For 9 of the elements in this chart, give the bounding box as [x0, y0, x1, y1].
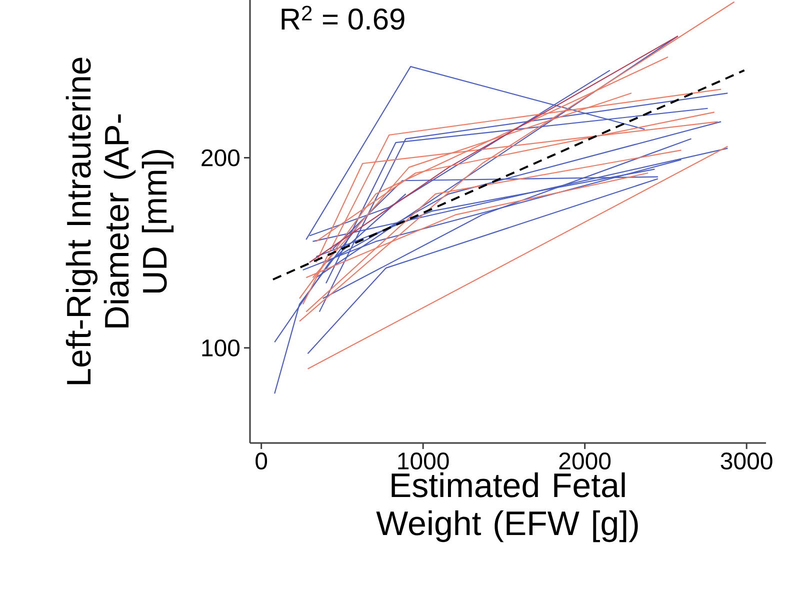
annotation: R$^{2}$ = 0.69 — [282, 6, 404, 30]
x-tick-label: 3000 — [720, 452, 772, 470]
x-tick-label: 0 — [256, 452, 268, 470]
x-tick-label: 2000 — [559, 452, 611, 470]
y-tick-label: 100 — [202, 339, 240, 356]
x-axis-title: Estimated Fetal Weight (EFW [g]) — [376, 472, 638, 542]
y-axis-title: Left-Right Intrauterine Diameter (AP-UD [mm]) — [66, 58, 174, 384]
y-tick-label: 200 — [202, 149, 240, 166]
x-tick-label: 1000 — [398, 452, 449, 470]
